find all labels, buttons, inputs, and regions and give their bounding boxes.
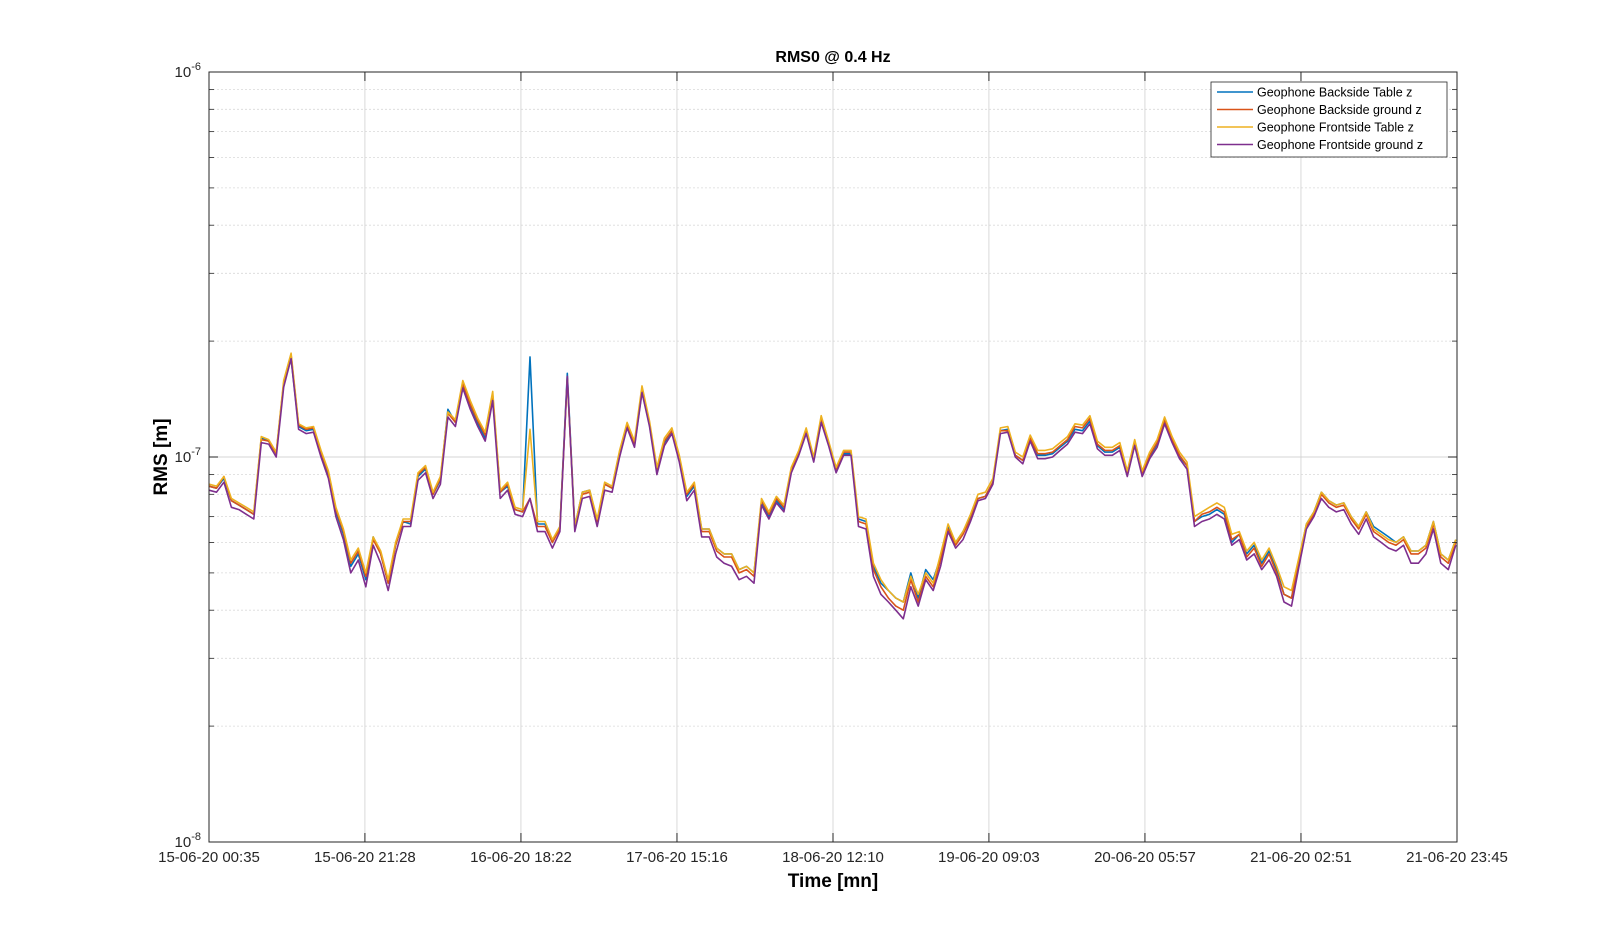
x-tick-label: 16-06-20 18:22 — [470, 849, 572, 866]
x-tick-label: 21-06-20 23:45 — [1406, 849, 1508, 866]
x-tick-label: 21-06-20 02:51 — [1250, 849, 1352, 866]
chart-title: RMS0 @ 0.4 Hz — [775, 49, 890, 66]
legend-label: Geophone Backside Table z — [1257, 86, 1412, 100]
y-axis-label: RMS [m] — [151, 418, 172, 495]
x-tick-label: 15-06-20 21:28 — [314, 849, 416, 866]
y-tick-exponent: -6 — [191, 61, 201, 73]
series-lines — [208, 352, 1457, 620]
x-tick-label: 17-06-20 15:16 — [626, 849, 728, 866]
axis-ticks — [208, 71, 1458, 843]
y-tick-label: 10-6 — [175, 61, 201, 81]
x-axis-label: Time [mn] — [788, 871, 878, 892]
series-line-4 — [208, 357, 1457, 620]
series-line-3 — [208, 352, 1457, 603]
legend-label: Geophone Backside ground z — [1257, 103, 1422, 117]
y-tick-mantissa: 10 — [175, 449, 192, 466]
y-tick-exponent: -7 — [191, 446, 201, 458]
y-tick-label: 10-7 — [175, 446, 201, 466]
x-tick-labels: 15-06-20 00:35 15-06-20 21:28 16-06-20 18:… — [158, 849, 1508, 866]
legend: Geophone Backside Table z Geophone Backsi… — [1210, 81, 1448, 158]
y-tick-mantissa: 10 — [175, 834, 192, 851]
x-tick-label: 18-06-20 12:10 — [782, 849, 884, 866]
y-tick-label: 10-8 — [175, 831, 201, 851]
y-tick-mantissa: 10 — [175, 64, 192, 81]
x-tick-label: 19-06-20 09:03 — [938, 849, 1040, 866]
y-tick-labels: 10-810-710-6 — [175, 61, 201, 851]
y-tick-exponent: -8 — [191, 831, 201, 843]
legend-label: Geophone Frontside ground z — [1257, 138, 1423, 152]
x-tick-label: 20-06-20 05:57 — [1094, 849, 1196, 866]
x-tick-label: 15-06-20 00:35 — [158, 849, 260, 866]
legend-label: Geophone Frontside Table z — [1257, 121, 1414, 135]
